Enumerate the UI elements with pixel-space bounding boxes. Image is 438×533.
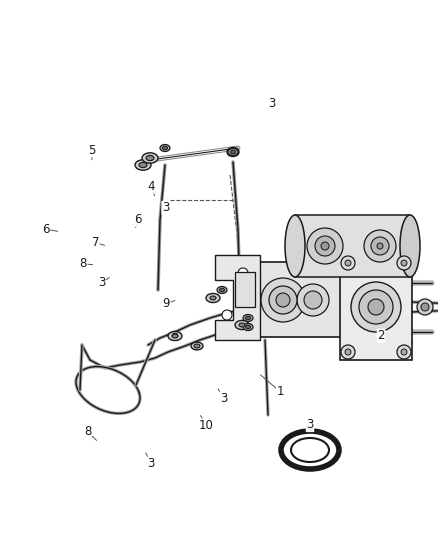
Ellipse shape — [239, 323, 245, 327]
Circle shape — [397, 345, 411, 359]
Ellipse shape — [243, 314, 253, 321]
Text: 7: 7 — [92, 236, 99, 249]
Circle shape — [315, 236, 335, 256]
Ellipse shape — [400, 215, 420, 277]
Ellipse shape — [219, 288, 225, 292]
Ellipse shape — [172, 334, 178, 338]
Text: 10: 10 — [198, 419, 213, 432]
Ellipse shape — [139, 163, 147, 167]
Ellipse shape — [168, 332, 182, 341]
Ellipse shape — [210, 296, 216, 300]
Bar — [295, 215, 410, 277]
Ellipse shape — [170, 332, 180, 338]
Ellipse shape — [285, 215, 305, 277]
Ellipse shape — [291, 438, 329, 462]
Text: 1: 1 — [276, 385, 284, 398]
Ellipse shape — [146, 156, 154, 160]
Polygon shape — [215, 255, 260, 340]
Text: 8: 8 — [80, 257, 87, 270]
Circle shape — [397, 256, 411, 270]
Ellipse shape — [142, 153, 158, 163]
Text: 3: 3 — [306, 418, 314, 432]
Text: 2: 2 — [377, 329, 385, 342]
Ellipse shape — [359, 290, 393, 324]
Text: 5: 5 — [88, 144, 95, 157]
Circle shape — [269, 286, 297, 314]
Ellipse shape — [243, 324, 253, 330]
Ellipse shape — [160, 144, 170, 151]
Circle shape — [341, 345, 355, 359]
Ellipse shape — [351, 282, 401, 332]
Circle shape — [261, 278, 305, 322]
Text: 3: 3 — [220, 392, 227, 405]
Text: 9: 9 — [162, 297, 170, 310]
Ellipse shape — [281, 431, 339, 469]
Circle shape — [345, 260, 351, 266]
Text: 6: 6 — [134, 213, 142, 226]
Circle shape — [222, 310, 232, 320]
Text: 6: 6 — [42, 223, 50, 236]
Ellipse shape — [235, 320, 249, 329]
Circle shape — [377, 243, 383, 249]
Text: 3: 3 — [148, 457, 155, 470]
Circle shape — [341, 256, 355, 270]
Circle shape — [364, 230, 396, 262]
Circle shape — [276, 293, 290, 307]
Ellipse shape — [228, 149, 238, 156]
Circle shape — [321, 242, 329, 250]
Ellipse shape — [227, 148, 239, 157]
Circle shape — [371, 237, 389, 255]
Circle shape — [345, 349, 351, 355]
Ellipse shape — [135, 160, 151, 170]
Circle shape — [417, 299, 433, 315]
Bar — [248, 262, 343, 337]
Ellipse shape — [206, 294, 220, 303]
Text: 4: 4 — [147, 180, 155, 193]
Ellipse shape — [230, 150, 236, 154]
Bar — [235, 272, 255, 307]
Circle shape — [401, 349, 407, 355]
Text: 3: 3 — [162, 201, 169, 214]
Ellipse shape — [191, 342, 203, 350]
Circle shape — [238, 268, 248, 278]
Ellipse shape — [246, 316, 251, 320]
Circle shape — [307, 228, 343, 264]
Ellipse shape — [162, 146, 167, 150]
Circle shape — [401, 260, 407, 266]
Text: 3: 3 — [268, 98, 275, 110]
Circle shape — [297, 284, 329, 316]
Ellipse shape — [217, 287, 227, 294]
Ellipse shape — [194, 344, 200, 348]
Text: 3: 3 — [98, 276, 105, 289]
Circle shape — [421, 303, 429, 311]
Circle shape — [304, 291, 322, 309]
Ellipse shape — [246, 325, 251, 329]
Ellipse shape — [173, 333, 177, 337]
Bar — [340, 255, 412, 360]
Text: 8: 8 — [84, 425, 91, 438]
Ellipse shape — [368, 299, 384, 315]
